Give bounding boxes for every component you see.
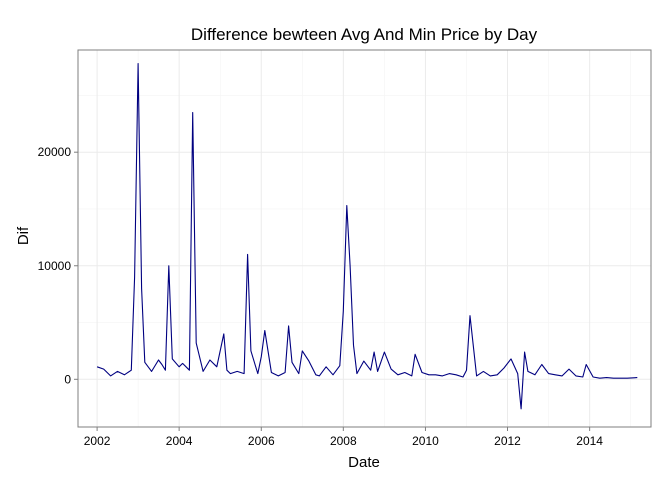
plot-panel-border xyxy=(77,49,652,428)
x-tick-label: 2004 xyxy=(166,434,193,448)
series-line xyxy=(96,63,638,410)
y-tick-label: 20000 xyxy=(38,145,72,159)
y-tick-label: 0 xyxy=(64,372,71,386)
chart-title: Difference bewteen Avg And Min Price by … xyxy=(191,25,538,44)
axis-ticks: 2002 2004 2006 2008 2010 2012 2014 0 10000 20000 xyxy=(38,145,604,448)
x-axis-title: Date xyxy=(348,454,380,471)
x-tick-label: 2002 xyxy=(84,434,111,448)
x-tick-label: 2008 xyxy=(330,434,357,448)
x-tick-label: 2014 xyxy=(576,434,603,448)
y-tick-label: 10000 xyxy=(38,259,72,273)
x-tick-label: 2006 xyxy=(248,434,275,448)
grid-lines xyxy=(78,50,651,427)
series-layer xyxy=(96,63,638,410)
x-tick-label: 2012 xyxy=(494,434,521,448)
y-axis-title: Dif xyxy=(15,226,32,245)
x-tick-label: 2010 xyxy=(412,434,439,448)
